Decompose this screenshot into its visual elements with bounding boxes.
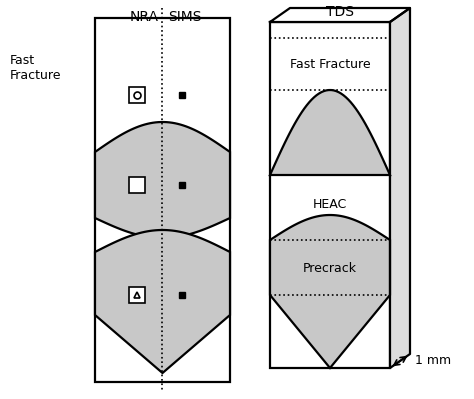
Text: Fast Fracture: Fast Fracture — [290, 59, 370, 71]
Polygon shape — [390, 8, 410, 368]
Text: NRA: NRA — [130, 10, 159, 24]
Polygon shape — [95, 122, 230, 238]
Bar — [129, 87, 146, 103]
Text: HEAC: HEAC — [313, 198, 347, 211]
Text: TDS: TDS — [326, 5, 354, 19]
Bar — [129, 287, 146, 303]
Bar — [95, 18, 230, 382]
Text: Fast
Fracture: Fast Fracture — [10, 54, 62, 82]
Text: SIMS: SIMS — [168, 10, 201, 24]
Polygon shape — [95, 230, 230, 373]
Polygon shape — [270, 90, 390, 175]
Polygon shape — [270, 8, 410, 22]
Text: Precrack: Precrack — [303, 261, 357, 275]
Bar — [129, 177, 146, 193]
Polygon shape — [270, 215, 390, 368]
Text: 1 mm: 1 mm — [415, 354, 451, 367]
Bar — [270, 22, 390, 368]
